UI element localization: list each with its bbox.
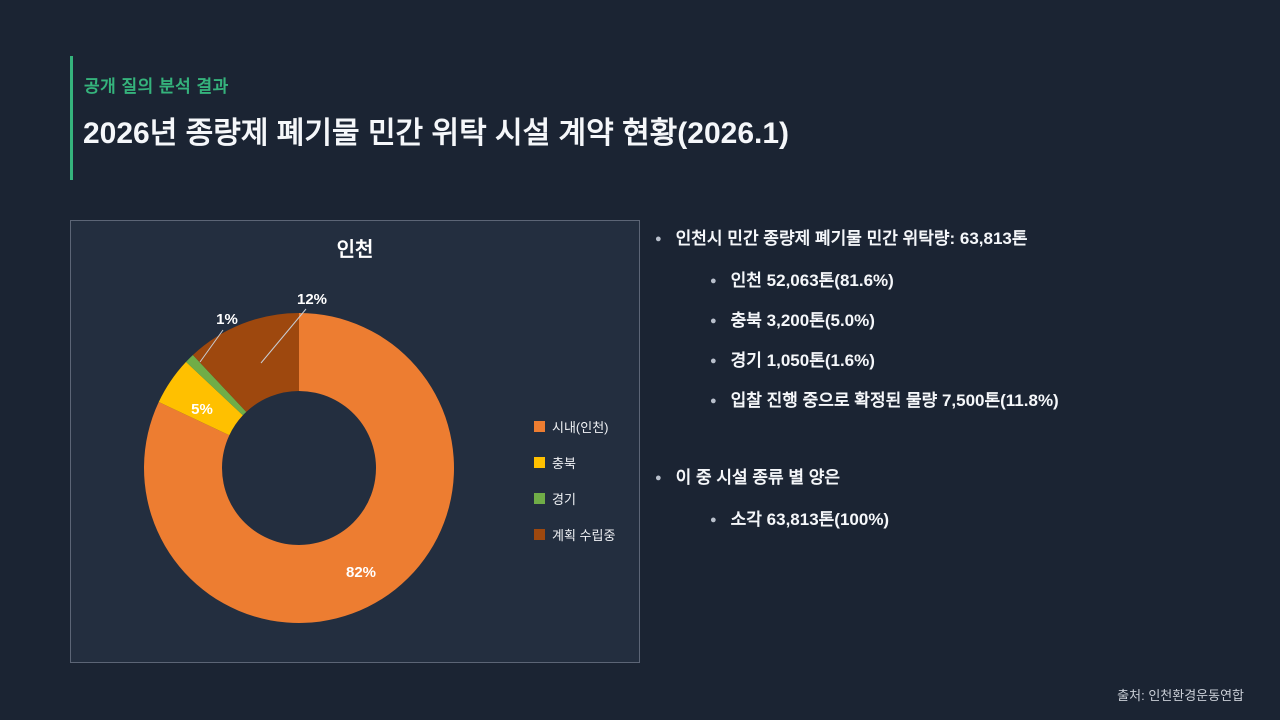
bullet-icon: ● [710,315,717,327]
donut-slice-1 [158,361,243,436]
donut-slice-2 [186,355,247,416]
pct-label-chungbuk: 5% [191,401,213,418]
bullet-text: 이 중 시설 종류 별 양은 [675,468,841,487]
bullet-item: ● 입찰 진행 중으로 확정된 물량 7,500톤(11.8%) [710,386,1255,411]
legend-item-gyeonggi: 경기 [534,489,615,508]
bullet-icon: ● [710,355,717,367]
legend-label-sinae: 시내(인천) [552,420,609,435]
donut-chart: 82% 5% 1% 12% [144,291,455,623]
bullet-icon: ● [655,233,662,245]
bullet-text: 소각 63,813톤(100%) [730,510,890,529]
bullet-text: 입찰 진행 중으로 확정된 물량 7,500톤(11.8%) [730,391,1059,410]
legend-swatch-chungbuk [534,457,545,468]
legend-swatch-gyeonggi [534,493,545,504]
donut-slice-0 [144,313,455,623]
legend-swatch-plan [534,529,545,540]
donut-slice-3 [192,313,299,412]
chart-panel: 인천 82% 5% 1% 12% 시내(인천) 충북 경기 계획 수립중 [70,220,640,663]
summary-bullets: ● 인천시 민간 종량제 폐기물 민간 위탁량: 63,813톤 ● 인천 52… [655,224,1255,545]
bullet-text: 인천 52,063톤(81.6%) [730,271,894,290]
legend-swatch-sinae [534,421,545,432]
legend-item-sinae: 시내(인천) [534,417,615,436]
bullet-text: 경기 1,050톤(1.6%) [730,351,875,370]
accent-bar [70,56,73,180]
pct-label-sinae: 82% [346,564,376,581]
legend-label-plan: 계획 수립중 [552,528,616,543]
bullet-group1-title: ● 인천시 민간 종량제 폐기물 민간 위탁량: 63,813톤 [655,224,1255,249]
spacer [655,426,1255,463]
bullet-item: ● 경기 1,050톤(1.6%) [710,346,1255,371]
bullet-icon: ● [655,472,662,484]
bullet-icon: ● [710,395,717,407]
bullet-text: 충북 3,200톤(5.0%) [730,311,875,330]
chart-legend: 시내(인천) 충북 경기 계획 수립중 [534,417,615,544]
bullet-item: ● 소각 63,813톤(100%) [710,505,1255,530]
pct-label-plan: 12% [297,291,327,308]
donut-slices [144,313,455,623]
legend-item-chungbuk: 충북 [534,453,615,472]
leader-line-12pct [260,308,307,364]
bullet-item: ● 충북 3,200톤(5.0%) [710,306,1255,331]
legend-label-gyeonggi: 경기 [552,492,576,507]
chart-title: 인천 [336,239,374,261]
page-title: 2026년 종량제 폐기물 민간 위탁 시설 계약 현황(2026.1) [83,117,790,150]
legend-label-chungbuk: 충북 [552,456,576,471]
bullet-text: 인천시 민간 종량제 폐기물 민간 위탁량: 63,813톤 [675,229,1028,248]
legend-item-plan: 계획 수립중 [534,525,615,544]
bullet-icon: ● [710,514,717,526]
bullet-icon: ● [710,275,717,287]
slide-eyebrow: 공개 질의 분석 결과 [84,77,229,96]
leader-line-1pct [199,329,224,363]
bullet-group2-title: ● 이 중 시설 종류 별 양은 [655,463,1255,488]
source-credit: 출처: 인천환경운동연합 [1117,688,1244,703]
bullet-item: ● 인천 52,063톤(81.6%) [710,266,1255,291]
pct-label-gyeonggi: 1% [216,311,238,328]
